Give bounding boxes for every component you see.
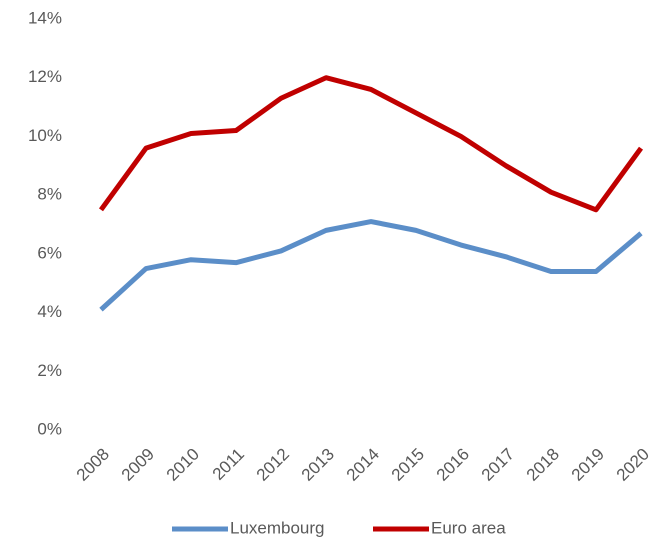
x-tick-label: 2008: [73, 445, 113, 485]
y-tick-label: 6%: [37, 243, 62, 262]
x-tick-label: 2011: [209, 445, 248, 484]
y-tick-label: 14%: [28, 8, 62, 27]
x-tick-label: 2014: [343, 445, 383, 485]
x-tick-label: 2019: [568, 445, 608, 485]
x-tick-label: 2009: [118, 445, 158, 485]
x-tick-label: 2018: [523, 445, 563, 485]
x-tick-label: 2013: [298, 445, 338, 485]
legend-label: Euro area: [431, 518, 506, 537]
y-tick-label: 10%: [28, 126, 62, 145]
y-tick-label: 12%: [28, 67, 62, 86]
series-line: [98, 75, 644, 213]
y-tick-label: 2%: [37, 361, 62, 380]
y-tick-label: 4%: [37, 302, 62, 321]
x-tick-label: 2010: [163, 445, 203, 485]
x-tick-label: 2012: [253, 445, 293, 485]
y-tick-label: 8%: [37, 185, 62, 204]
legend-label: Luxembourg: [230, 518, 325, 537]
x-tick-label: 2015: [388, 445, 428, 485]
series-line: [99, 219, 643, 312]
y-tick-label: 0%: [37, 419, 62, 438]
x-tick-label: 2017: [478, 445, 518, 485]
x-tick-label: 2016: [433, 445, 473, 485]
x-tick-label: 2020: [613, 445, 652, 485]
